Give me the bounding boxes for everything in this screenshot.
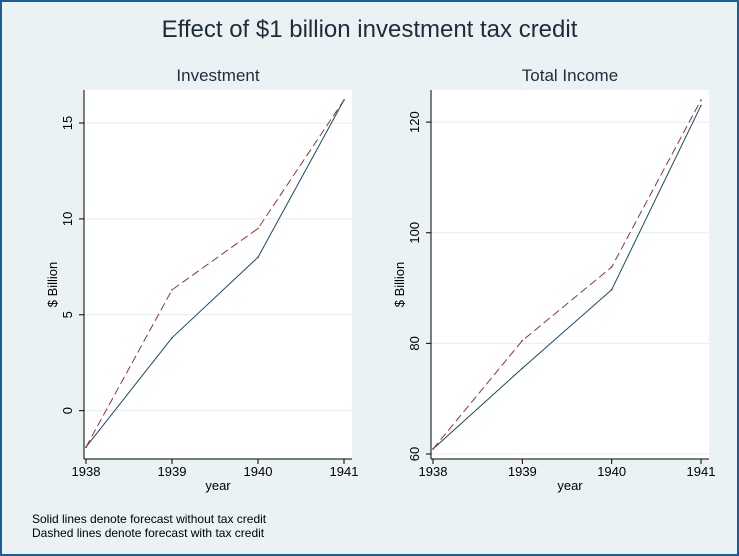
- investment-series-solid-point: [171, 336, 173, 339]
- total-income-series-solid-line: [432, 105, 702, 450]
- investment-series-solid-line: [85, 99, 345, 448]
- total-income-series-dashed-point: [432, 448, 434, 450]
- investment-xtick-label: 1941: [330, 464, 359, 479]
- total-income-y-axis-label: $ Billion: [392, 262, 407, 308]
- total-income-ytick-label: 60: [407, 447, 422, 461]
- total-income-xtick-label: 1938: [419, 464, 448, 479]
- total-income-series-dashed-point: [521, 339, 524, 342]
- total-income-xtick-label: 1941: [687, 464, 716, 479]
- chart-investment: Investment 0 5 10 15 1938 1939 1940 1941 year $ Bi…: [45, 66, 359, 493]
- total-income-series-solid-point: [700, 104, 702, 107]
- investment-x-axis-label: year: [205, 478, 231, 493]
- total-income-plot-area: [431, 90, 709, 459]
- total-income-series-solid-point: [521, 367, 524, 370]
- investment-series-dashed-point: [257, 227, 259, 230]
- total-income-ytick-label: 80: [407, 336, 422, 350]
- total-income-x-axis-label: year: [557, 478, 583, 493]
- investment-series-dashed-point: [85, 446, 87, 448]
- total-income-series-dashed-point: [610, 266, 613, 268]
- total-income-series-solid-point: [610, 288, 613, 291]
- investment-ytick-label: 10: [60, 212, 75, 226]
- investment-series-solid-point: [257, 256, 259, 259]
- investment-xtick-label: 1938: [72, 464, 101, 479]
- investment-ytick-label: 15: [60, 116, 75, 130]
- total-income-title: Total Income: [522, 66, 618, 85]
- total-income-ytick-label: 100: [407, 222, 422, 244]
- investment-plot-area: [84, 90, 352, 459]
- investment-series-dashed-point: [171, 289, 173, 291]
- chart-total-income: Total Income 60 80 100 120 1938 1939 1940 1941 ye…: [392, 66, 716, 493]
- total-income-series-dashed-point: [700, 99, 702, 101]
- note-solid: Solid lines denote forecast without tax …: [32, 512, 267, 526]
- investment-xtick-label: 1940: [244, 464, 273, 479]
- total-income-xtick-label: 1939: [508, 464, 537, 479]
- investment-ytick-label: 0: [60, 407, 75, 414]
- investment-series-dashed-point: [343, 99, 345, 101]
- investment-y-axis-label: $ Billion: [45, 262, 60, 308]
- figure-title: Effect of $1 billion investment tax cred…: [161, 16, 578, 43]
- total-income-series-dashed-line: [432, 99, 702, 450]
- investment-ytick-label: 5: [60, 311, 75, 318]
- note-dashed: Dashed lines denote forecast with tax cr…: [32, 526, 265, 540]
- investment-title: Investment: [176, 66, 259, 85]
- investment-xtick-label: 1939: [158, 464, 187, 479]
- total-income-ytick-label: 120: [407, 111, 422, 133]
- total-income-xtick-label: 1940: [597, 464, 626, 479]
- investment-series-dashed-line: [85, 99, 345, 448]
